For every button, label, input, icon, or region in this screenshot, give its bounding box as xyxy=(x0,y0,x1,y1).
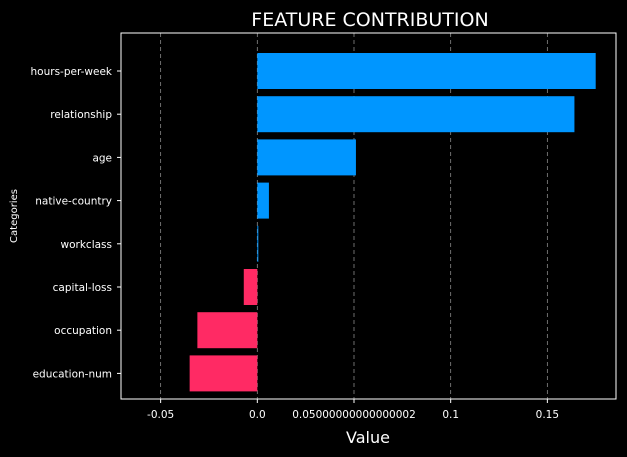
x-tick-label-0: -0.05 xyxy=(147,409,174,421)
y-tick-label-capital-loss: capital-loss xyxy=(53,282,112,294)
bar-occupation xyxy=(197,312,258,349)
y-tick-label-native-country: native-country xyxy=(35,196,112,208)
bar-hours-per-week xyxy=(257,53,596,89)
bar-capital-loss xyxy=(243,269,258,305)
x-tick-label-1: 0.0 xyxy=(249,409,266,421)
x-axis-ticks: -0.05 0.0 0.05000000000000002 0.1 0.15 xyxy=(147,399,559,421)
x-tick-label-2: 0.05000000000000002 xyxy=(292,409,416,421)
bar-native-country xyxy=(257,182,269,219)
y-tick-label-education-num: education-num xyxy=(33,368,112,380)
y-tick-label-occupation: occupation xyxy=(54,325,112,337)
y-axis-ticks: hours-per-week relationship age native-coun… xyxy=(31,66,121,380)
bar-relationship xyxy=(257,96,575,133)
y-tick-label-age: age xyxy=(92,152,112,164)
y-tick-label-workclass: workclass xyxy=(61,239,112,251)
bar-workclass xyxy=(257,225,259,262)
bar-education-num xyxy=(189,355,258,392)
x-axis-label: Value xyxy=(346,428,390,447)
bars xyxy=(145,53,596,399)
plot-frame xyxy=(120,32,617,400)
x-tick-label-3: 0.1 xyxy=(442,409,459,421)
bar-age xyxy=(257,139,356,176)
x-tick-label-4: 0.15 xyxy=(536,409,559,421)
y-tick-label-hours-per-week: hours-per-week xyxy=(31,66,113,78)
y-axis-label: Categories xyxy=(9,189,20,243)
chart-title: FEATURE CONTRIBUTION xyxy=(251,9,488,31)
y-tick-label-relationship: relationship xyxy=(50,109,112,121)
